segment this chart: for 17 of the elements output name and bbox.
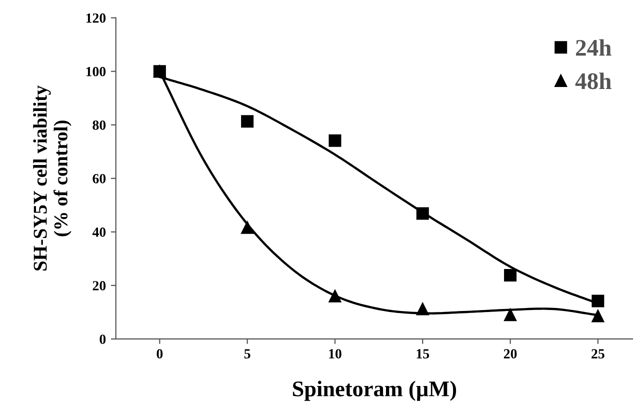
x-tick-label: 25 [592, 349, 604, 358]
y-tick-label: 80 [92, 120, 106, 130]
x-tick-label: 15 [416, 349, 430, 358]
y-tick-label: 60 [92, 174, 106, 184]
x-tick-label: 20 [504, 349, 517, 358]
x-tick-label: 10 [329, 349, 342, 358]
x-tick-label: 0 [156, 349, 163, 358]
x-axis-title: Spinetoram (µM) [292, 380, 456, 401]
y-tick-label: 100 [86, 66, 106, 76]
y-tick-label: 40 [92, 228, 106, 237]
x-tick-label: 5 [244, 349, 250, 358]
y-axis-title: SH-SY5Y cell viability (% of control) [33, 86, 72, 270]
y-tick-label: 120 [86, 13, 106, 23]
y-tick-label: 20 [92, 281, 106, 290]
legend-label: 24h [576, 39, 612, 56]
y-tick-label: 0 [100, 334, 106, 344]
legend-label: 48h [575, 72, 612, 90]
